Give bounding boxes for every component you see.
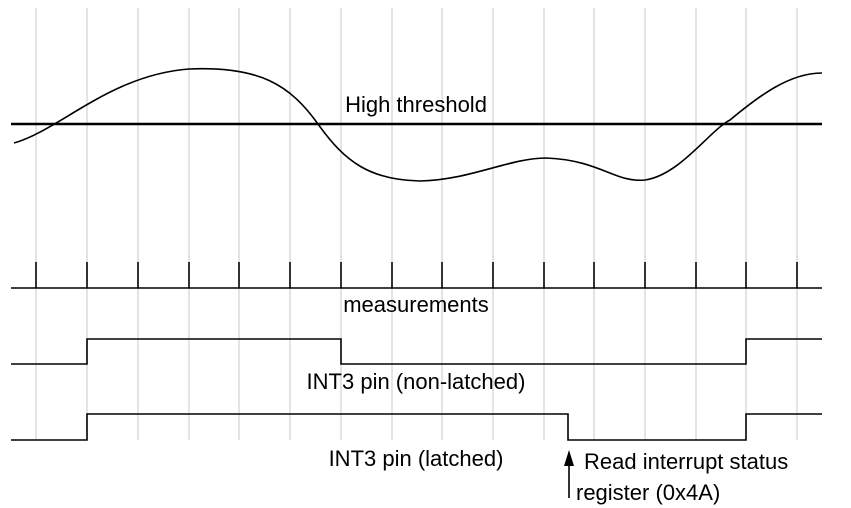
measurements-label: measurements <box>343 292 489 317</box>
grid-lines <box>35 8 798 440</box>
read-status-arrow <box>564 450 574 498</box>
high-threshold-label: High threshold <box>345 92 487 117</box>
int3-non-latched-waveform <box>11 338 822 365</box>
arrow-head-icon <box>564 450 574 466</box>
int3-non-latched-label: INT3 pin (non-latched) <box>307 369 526 394</box>
measurement-ticks <box>11 262 822 289</box>
read-status-label-line2: register (0x4A) <box>576 480 720 505</box>
int3-latched-label: INT3 pin (latched) <box>329 446 504 471</box>
sensor-signal-curve <box>13 67 823 182</box>
int3-latched-waveform <box>11 413 822 441</box>
read-status-label-line1: Read interrupt status <box>584 449 788 474</box>
